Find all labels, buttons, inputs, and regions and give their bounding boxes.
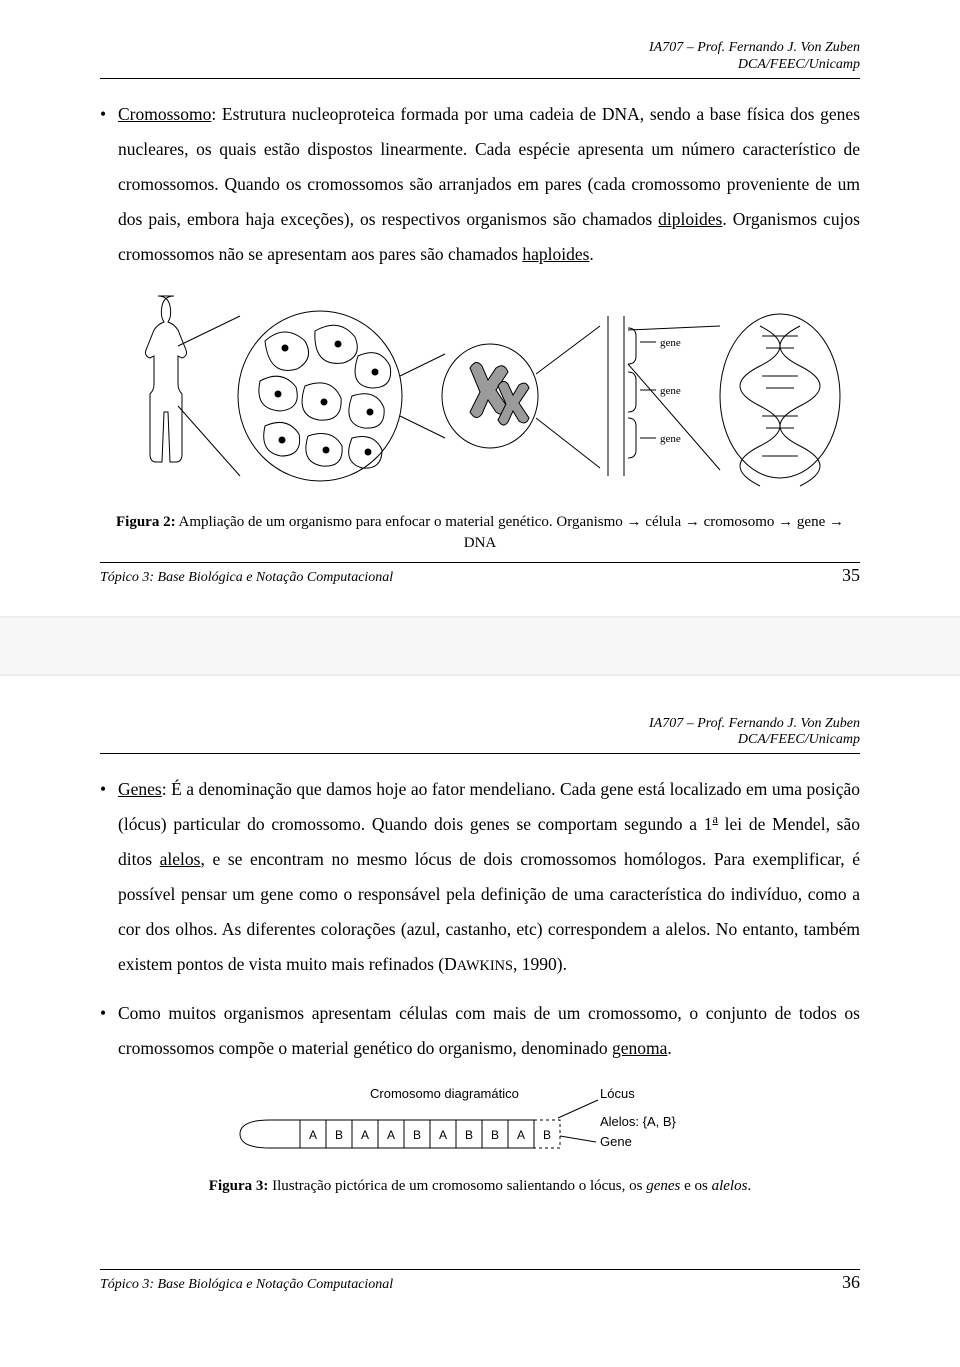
chromosome-cell-letter: A <box>387 1128 395 1142</box>
dna-helix-icon <box>740 326 820 486</box>
chromosome-cell-letter: A <box>361 1128 369 1142</box>
header-line1: IA707 – Prof. Fernando J. Von Zuben <box>100 716 860 733</box>
label-gene: Gene <box>600 1134 632 1149</box>
bullet-genoma: • Como muitos organismos apresentam célu… <box>100 996 860 1066</box>
fig3-it1: genes <box>646 1178 680 1194</box>
gene-label-3: gene <box>660 433 681 445</box>
page-footer: Tópico 3: Base Biológica e Notação Compu… <box>100 1272 860 1293</box>
gene-strip <box>608 316 636 476</box>
label-alelos: Alelos: {A, B} <box>600 1114 677 1129</box>
zoom-line <box>536 326 600 374</box>
figure-3-caption: Figura 3: Ilustração pictórica de um cro… <box>100 1176 860 1197</box>
fig2-label: Figura 2: <box>116 514 176 530</box>
bullet-cromossomo: • Cromossomo: Estrutura nucleoproteica f… <box>100 97 860 272</box>
bullet-mark: • <box>100 996 118 1066</box>
chromosome-cell-letter: A <box>439 1128 447 1142</box>
term-diploides: diploides <box>658 209 722 229</box>
p1c: , e se encontram no mesmo lócus de dois … <box>118 849 860 974</box>
chromosome-cell-letter: B <box>413 1128 421 1142</box>
term-genes: Genes <box>118 779 162 799</box>
p1d: , 1990). <box>513 954 567 974</box>
page-number: 36 <box>842 1272 860 1293</box>
chromosome-cell-letter: A <box>309 1128 317 1142</box>
chromosome-cell-letter: B <box>465 1128 473 1142</box>
header-rule <box>100 753 860 754</box>
bullet-genes: • Genes: É a denominação que damos hoje … <box>100 772 860 982</box>
page-header: IA707 – Prof. Fernando J. Von Zuben DCA/… <box>100 716 860 750</box>
paragraph-genes: Genes: É a denominação que damos hoje ao… <box>118 772 860 982</box>
label-locus: Lócus <box>600 1086 635 1101</box>
fig3-a: Ilustração pictórica de um cromosomo sal… <box>268 1178 646 1194</box>
fig3-end: . <box>747 1178 751 1194</box>
page-gap <box>0 616 960 676</box>
footer-topic: Tópico 3: Base Biológica e Notação Compu… <box>100 1277 393 1293</box>
chromosomes-group <box>470 362 529 425</box>
p2b: . <box>667 1038 671 1058</box>
p2a: Como muitos organismos apresentam célula… <box>118 1003 860 1058</box>
paragraph-genoma: Como muitos organismos apresentam célula… <box>118 996 860 1066</box>
header-rule <box>100 78 860 79</box>
zoom-line <box>400 354 445 376</box>
term-alelos: alelos <box>160 849 201 869</box>
cells-ellipse <box>238 311 402 481</box>
gene-label-2: gene <box>660 385 681 397</box>
figure-3-diagram: Cromosomo diagramático Lócus ABAABABBAB … <box>100 1080 860 1170</box>
zoom-line <box>628 326 720 330</box>
page-footer: Tópico 3: Base Biológica e Notação Compu… <box>100 565 860 586</box>
footer-rule <box>100 1269 860 1270</box>
zoom-line <box>178 316 240 346</box>
term-haploides: haploides <box>522 244 589 264</box>
gene-label-1: gene <box>660 337 681 349</box>
text-c: . <box>589 244 593 264</box>
cells-group <box>259 325 391 468</box>
dna-ellipse <box>720 314 840 478</box>
page-header: IA707 – Prof. Fernando J. Von Zuben DCA/… <box>100 40 860 74</box>
page-36: IA707 – Prof. Fernando J. Von Zuben DCA/… <box>0 676 960 1324</box>
zoom-line <box>536 418 600 468</box>
p1sc: AWKINS <box>457 958 513 974</box>
chromosome-cell-letter: B <box>543 1128 551 1142</box>
fig2-text: Ampliação de um organismo para enfocar o… <box>176 514 844 551</box>
chromosome-diagram-svg: Cromosomo diagramático Lócus ABAABABBAB … <box>200 1080 760 1170</box>
zoom-line <box>400 416 445 438</box>
header-line2: DCA/FEEC/Unicamp <box>100 732 860 749</box>
chromosome-cell-letter: B <box>491 1128 499 1142</box>
chromosome-cell-letter: B <box>335 1128 343 1142</box>
zoom-line <box>628 364 720 470</box>
chromosome-cell-letter: A <box>517 1128 525 1142</box>
fig3-it2: alelos <box>712 1178 748 1194</box>
term-genoma: genoma <box>612 1038 667 1058</box>
fig3-label: Figura 3: <box>209 1178 269 1194</box>
footer-rule <box>100 562 860 563</box>
human-outline-icon <box>146 296 187 462</box>
chromosome-cap <box>240 1120 300 1148</box>
header-line1: IA707 – Prof. Fernando J. Von Zuben <box>100 40 860 57</box>
zoom-line <box>178 406 240 476</box>
page-35: IA707 – Prof. Fernando J. Von Zuben DCA/… <box>0 0 960 616</box>
figure-2-caption: Figura 2: Ampliação de um organismo para… <box>100 512 860 554</box>
figure-2-diagram: gene gene gene <box>100 286 860 506</box>
header-line2: DCA/FEEC/Unicamp <box>100 57 860 74</box>
bullet-mark: • <box>100 97 118 272</box>
footer-topic: Tópico 3: Base Biológica e Notação Compu… <box>100 570 393 586</box>
bullet-mark: • <box>100 772 118 982</box>
organism-zoom-svg: gene gene gene <box>100 286 860 506</box>
fig3-mid: e os <box>680 1178 711 1194</box>
paragraph-cromossomo: Cromossomo: Estrutura nucleoproteica for… <box>118 97 860 272</box>
term-cromossomo: Cromossomo <box>118 104 211 124</box>
label-cromosomo-diagramatico: Cromosomo diagramático <box>370 1086 519 1101</box>
page-number: 35 <box>842 565 860 586</box>
chromosome-cells: ABAABABBAB <box>300 1120 551 1148</box>
